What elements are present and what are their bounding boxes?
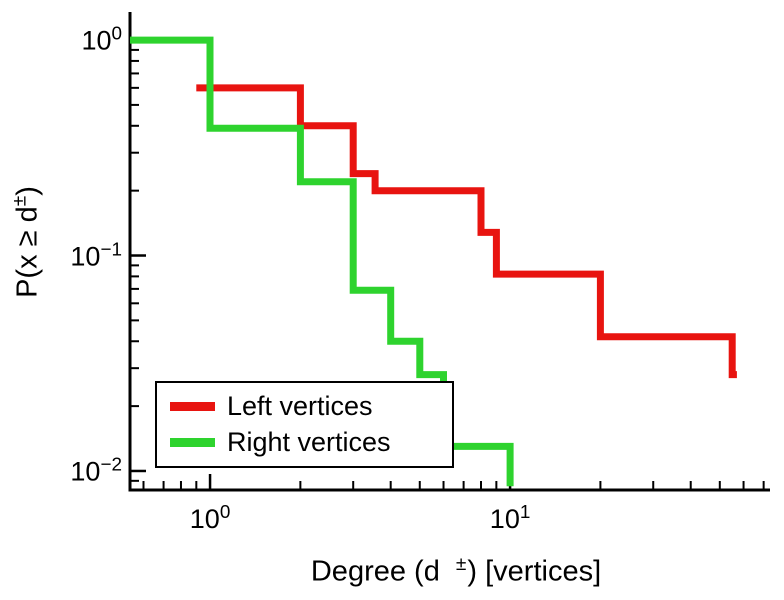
x-tick-label: 100 <box>189 502 231 534</box>
y-tick-label-exponent: −1 <box>100 239 122 260</box>
y-tick-label: 10−2 <box>70 454 122 487</box>
x-tick-label-exponent: 1 <box>519 502 531 523</box>
x-axis-label-sup: ± <box>455 554 467 575</box>
y-axis-label-pre: P(x ≥ d <box>11 206 44 298</box>
y-axis-label-sup: ± <box>9 195 31 207</box>
y-tick-label-exponent: 0 <box>111 23 122 45</box>
x-axis-label: Degree (d ±) [vertices] <box>311 554 601 589</box>
legend-swatch-red-line <box>170 401 215 411</box>
x-axis-label-post: ) [vertices] <box>467 555 602 588</box>
series-left-vertices <box>196 84 737 379</box>
legend-swatch-green-line <box>170 438 215 448</box>
legend-label-left-vertices: Left vertices <box>227 390 373 421</box>
y-tick-label-exponent: −2 <box>100 454 122 476</box>
legend-label-right-vertices: Right vertices <box>227 427 391 458</box>
legend: Left vertices Right vertices <box>155 381 454 468</box>
y-tick-label: 100 <box>81 23 122 56</box>
legend-item-right-vertices: Right vertices <box>170 429 452 456</box>
legend-item-left-vertices: Left vertices <box>170 390 452 421</box>
x-tick-label: 101 <box>489 502 531 534</box>
y-axis-label-post: ) <box>11 186 44 196</box>
y-tick-label: 10−1 <box>70 239 122 271</box>
y-axis-label: P(x ≥ d±) <box>10 186 45 298</box>
x-tick-label-exponent: 0 <box>219 502 231 523</box>
x-axis-label-pre: Degree (d <box>310 555 448 588</box>
